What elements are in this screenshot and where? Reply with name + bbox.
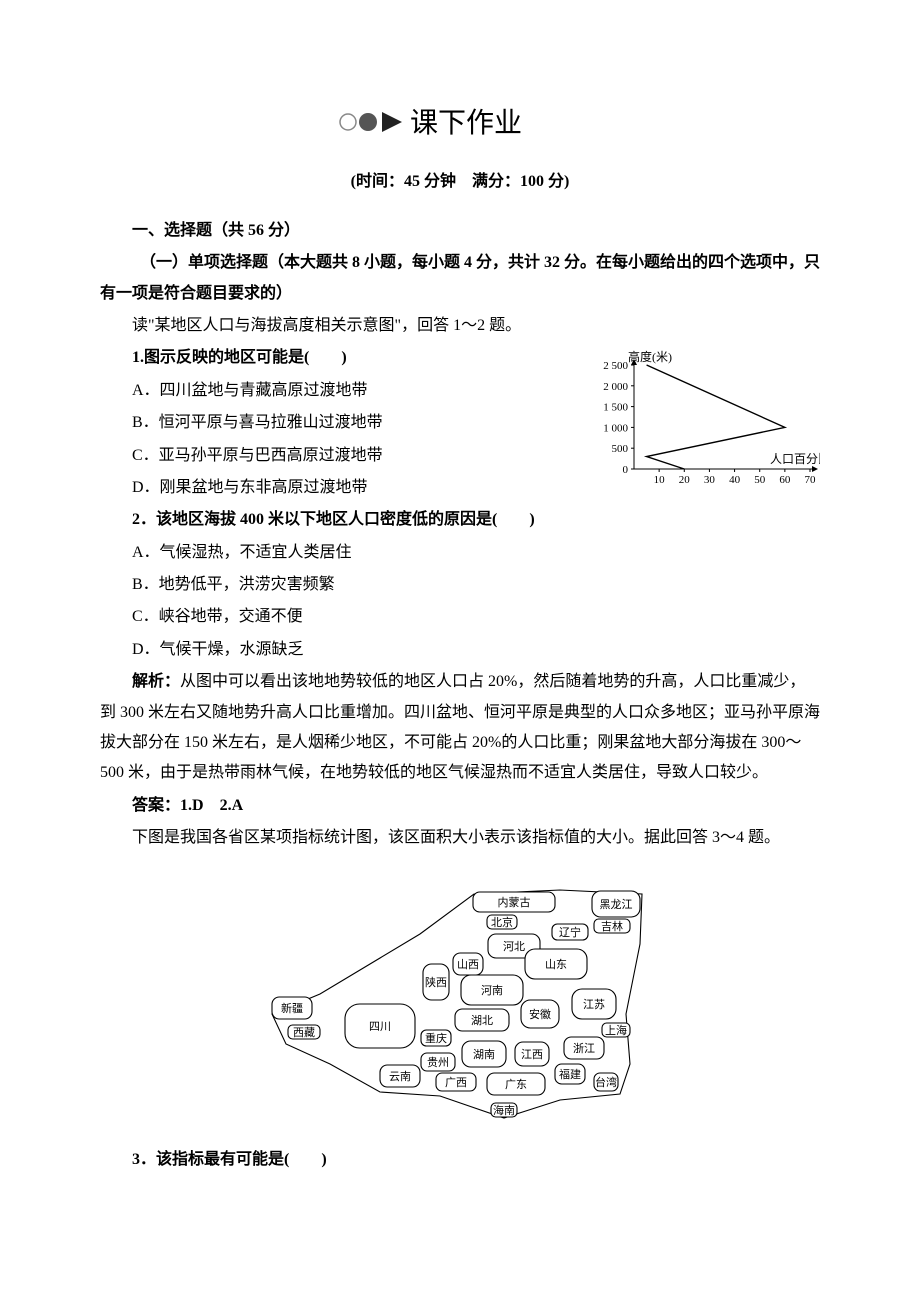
svg-text:福建: 福建	[559, 1067, 581, 1081]
header-title-text: 课下作业	[410, 107, 522, 139]
svg-text:安徽: 安徽	[529, 1007, 551, 1021]
answer-1: 答案：1.D 2.A	[100, 791, 820, 821]
svg-text:重庆: 重庆	[425, 1031, 447, 1045]
svg-text:60: 60	[779, 474, 791, 486]
svg-text:上海: 上海	[605, 1023, 627, 1037]
svg-text:河南: 河南	[481, 984, 503, 997]
svg-text:10: 10	[654, 474, 666, 486]
svg-text:广东: 广东	[505, 1078, 527, 1091]
svg-text:湖北: 湖北	[471, 1014, 493, 1027]
section-1-1-title: （一）单项选择题（本大题共 8 小题，每小题 4 分，共计 32 分。在每小题给…	[100, 248, 820, 309]
q1-2-intro: 读"某地区人口与海拔高度相关示意图"，回答 1～2 题。	[100, 311, 820, 341]
chart1-svg: 高度(米)05001 0001 5002 0002 50010203040506…	[580, 347, 820, 497]
q2-opt-c: C．峡谷地带，交通不便	[100, 602, 820, 632]
svg-text:西藏: 西藏	[293, 1026, 315, 1039]
svg-text:20: 20	[679, 474, 691, 486]
svg-text:2 500: 2 500	[603, 360, 628, 372]
q3-4-intro: 下图是我国各省区某项指标统计图，该区面积大小表示该指标值的大小。据此回答 3～4…	[100, 823, 820, 853]
svg-text:辽宁: 辽宁	[559, 925, 581, 939]
svg-text:70: 70	[805, 474, 817, 486]
svg-text:30: 30	[704, 474, 716, 486]
answer-1-label: 答案：	[132, 797, 180, 814]
svg-text:海南: 海南	[493, 1103, 515, 1117]
section-1-title: 一、选择题（共 56 分）	[100, 216, 820, 246]
china-cartogram: 新疆西藏 内蒙古 黑龙江吉林 辽宁 北京河北山西 山东陕西河南四川重庆 湖北 安徽 江苏上海浙江…	[100, 864, 820, 1131]
svg-text:2 000: 2 000	[603, 381, 628, 393]
analysis-1: 解析：从图中可以看出该地地势较低的地区人口占 20%，然后随着地势的升高，人口比…	[100, 667, 820, 789]
svg-text:40: 40	[729, 474, 741, 486]
svg-text:河北: 河北	[503, 940, 525, 953]
svg-text:陕西: 陕西	[425, 975, 447, 989]
svg-text:50: 50	[754, 474, 766, 486]
svg-text:新疆: 新疆	[281, 1001, 303, 1015]
header-banner-svg: 课下作业	[330, 100, 590, 144]
svg-text:山西: 山西	[457, 958, 479, 971]
svg-text:吉林: 吉林	[601, 919, 623, 933]
exam-subtitle: (时间：45 分钟 满分：100 分)	[100, 167, 820, 197]
header-banner: 课下作业	[100, 100, 820, 155]
svg-text:1 000: 1 000	[603, 423, 628, 435]
analysis-1-text: 从图中可以看出该地地势较低的地区人口占 20%，然后随着地势的升高，人口比重减少…	[100, 673, 820, 781]
svg-text:江西: 江西	[521, 1048, 543, 1061]
svg-text:内蒙古: 内蒙古	[498, 895, 531, 909]
q2-opt-b: B．地势低平，洪涝灾害频繁	[100, 570, 820, 600]
svg-text:500: 500	[612, 444, 629, 456]
q3-stem: 3．该指标最有可能是( )	[100, 1145, 820, 1175]
svg-text:云南: 云南	[389, 1070, 411, 1083]
chart-altitude-population: 高度(米)05001 0001 5002 0002 50010203040506…	[580, 347, 820, 508]
q2-opt-a: A．气候湿热，不适宜人类居住	[100, 538, 820, 568]
svg-text:广西: 广西	[445, 1076, 467, 1089]
q2-opt-d: D．气候干燥，水源缺乏	[100, 635, 820, 665]
q2-stem: 2．该地区海拔 400 米以下地区人口密度低的原因是( )	[100, 505, 820, 535]
svg-text:1 500: 1 500	[603, 402, 628, 414]
svg-text:四川: 四川	[369, 1021, 391, 1033]
map-svg: 新疆西藏 内蒙古 黑龙江吉林 辽宁 北京河北山西 山东陕西河南四川重庆 湖北 安徽 江苏上海浙江…	[260, 864, 660, 1120]
answer-1-text: 1.D 2.A	[180, 797, 243, 814]
svg-text:人口百分比 (%): 人口百分比 (%)	[770, 452, 820, 466]
svg-text:贵州: 贵州	[427, 1056, 449, 1069]
svg-text:江苏: 江苏	[583, 998, 605, 1011]
svg-text:浙江: 浙江	[573, 1042, 595, 1055]
svg-text:0: 0	[623, 464, 629, 476]
svg-text:山东: 山东	[545, 958, 567, 971]
svg-text:北京: 北京	[491, 915, 513, 929]
svg-text:湖南: 湖南	[473, 1048, 495, 1061]
document-page: 课下作业 (时间：45 分钟 满分：100 分) 一、选择题（共 56 分） （…	[0, 0, 920, 1237]
svg-text:黑龙江: 黑龙江	[600, 898, 633, 911]
analysis-1-label: 解析：	[132, 673, 180, 690]
svg-text:台湾: 台湾	[595, 1075, 617, 1089]
